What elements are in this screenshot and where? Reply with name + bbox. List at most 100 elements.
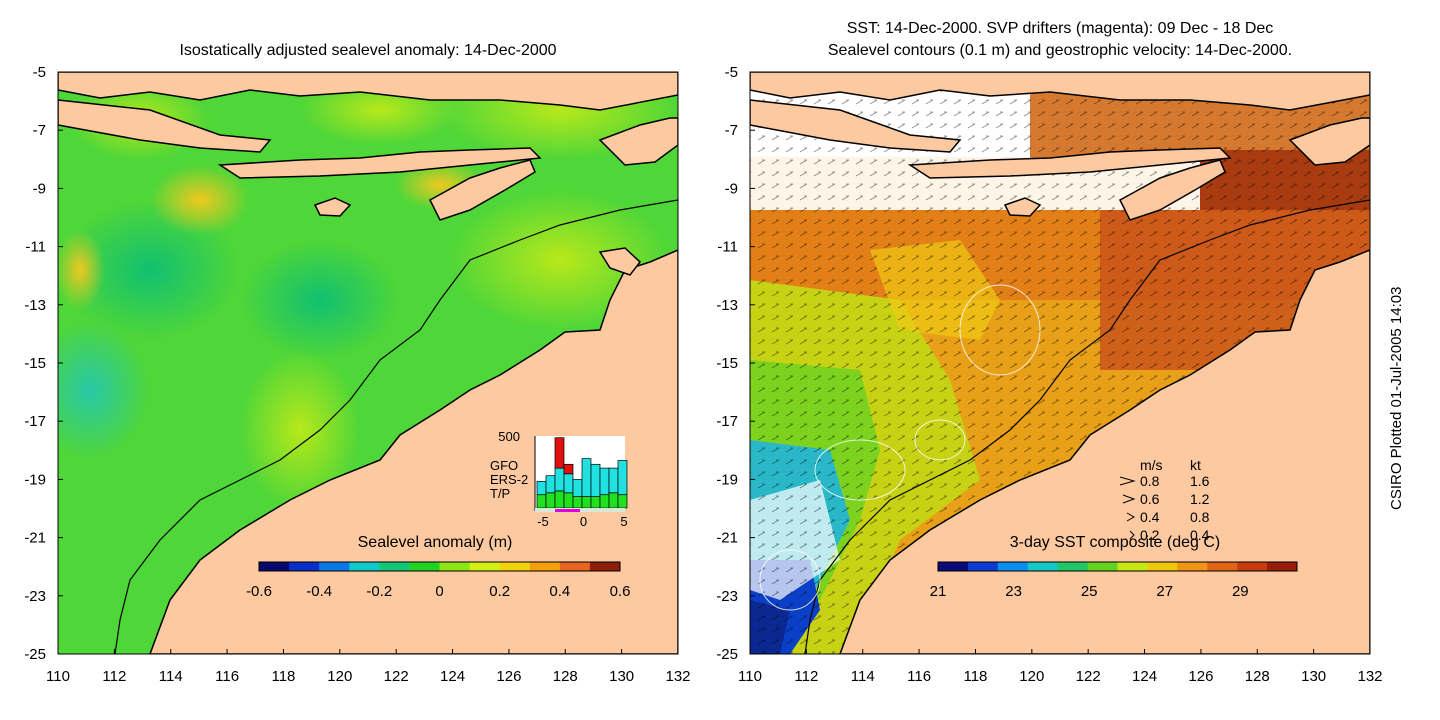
inset-bar-tp	[563, 492, 574, 509]
inset-bar-tp	[554, 490, 565, 509]
colorbar-swatch	[349, 562, 380, 571]
y-tick-label: -5	[33, 64, 46, 81]
inset-x-tick: 0	[580, 514, 587, 529]
right-y-axis: -5 -7 -9 -11 -13 -15 -17 -19 -21 -23 -25	[716, 64, 755, 663]
inset-ymax-label: 500	[498, 429, 520, 444]
y-tick-label: -13	[716, 297, 738, 314]
y-tick-label: -23	[716, 588, 738, 605]
colorbar-tick-label: 25	[1081, 583, 1098, 600]
sealevel-colorbar: Sealevel anomaly (m) -0.6 -0.4 -0.2 0 0.2 0.4…	[246, 534, 630, 600]
speed-legend-arrow	[1129, 530, 1135, 540]
plot-credit: CSIRO Plotted 01-Jul-2005 14:03	[1388, 286, 1405, 510]
left-map-title: Isostatically adjusted sealevel anomaly:…	[179, 42, 557, 59]
y-tick-label: -15	[716, 355, 738, 372]
inset-x-tick: -5	[537, 514, 549, 529]
colorbar-tick-label: -0.6	[246, 583, 272, 600]
inset-bar-ers	[608, 467, 619, 494]
y-tick-label: -13	[24, 297, 46, 314]
inset-bar-tp	[581, 496, 592, 509]
inset-bar-ers	[581, 458, 592, 497]
y-tick-label: -25	[24, 646, 46, 663]
y-tick-label: -9	[33, 180, 46, 197]
y-tick-label: -17	[716, 413, 738, 430]
colorbar-swatch	[499, 562, 531, 571]
colorbar-tick-label: 21	[930, 583, 947, 600]
inset-bar-ers	[563, 473, 574, 494]
colorbar-swatch	[1057, 562, 1089, 571]
inset-bar-ers	[545, 475, 556, 494]
colorbar-swatch	[1237, 562, 1268, 571]
speed-legend-kt-header: kt	[1190, 457, 1201, 473]
colorbar-swatch	[1177, 562, 1208, 571]
sst-colorbar: 3-day SST composite (deg C) 21 23 25 27 29	[930, 534, 1298, 600]
colorbar-swatch	[1087, 562, 1118, 571]
speed-legend-ms: 0.8	[1140, 473, 1160, 489]
colorbar-tick-label: -0.2	[366, 583, 392, 600]
right-x-axis: 110 112 114 116 118 120 122 124 126 128 130 132	[738, 649, 1383, 685]
y-tick-label: -19	[24, 471, 46, 488]
x-tick-label: 124	[440, 668, 465, 685]
sst-colorbar-title: 3-day SST composite (deg C)	[1010, 534, 1220, 551]
colorbar-tick-label: -0.4	[306, 583, 332, 600]
colorbar-swatch	[938, 562, 969, 571]
colorbar-swatch	[409, 562, 440, 571]
speed-legend-ms-header: m/s	[1140, 457, 1163, 473]
inset-legend-entry: T/P	[490, 486, 510, 501]
y-tick-label: -7	[33, 122, 46, 139]
y-tick-label: -25	[716, 646, 738, 663]
colorbar-swatch	[559, 562, 591, 571]
x-tick-label: 112	[102, 668, 126, 685]
colorbar-tick-label: 0.2	[489, 583, 510, 600]
x-tick-label: 110	[46, 668, 70, 685]
colorbar-swatch	[1117, 562, 1148, 571]
inset-bar-tp	[536, 494, 547, 509]
x-tick-label: 132	[665, 668, 690, 685]
speed-legend-kt: 1.2	[1190, 491, 1210, 507]
x-tick-label: 126	[496, 668, 521, 685]
colorbar-tick-label: 0	[435, 583, 443, 600]
y-tick-label: -23	[24, 588, 46, 605]
colorbar-swatch	[1147, 562, 1178, 571]
inset-legend-entry: GFO	[490, 458, 518, 473]
inset-bar-tp	[545, 492, 556, 509]
right-map-title-line2: Sealevel contours (0.1 m) and geostrophi…	[827, 42, 1293, 59]
inset-bar-tp	[590, 496, 601, 509]
x-tick-label: 120	[1019, 668, 1044, 685]
colorbar-swatch	[469, 562, 501, 571]
colorbar-swatch	[967, 562, 999, 571]
x-tick-label: 126	[1188, 668, 1213, 685]
colorbar-tick-label: 0.6	[610, 583, 631, 600]
x-tick-label: 116	[215, 668, 239, 685]
colorbar-swatch	[319, 562, 350, 571]
x-tick-label: 122	[1076, 668, 1101, 685]
y-tick-label: -11	[25, 239, 46, 256]
x-tick-label: 116	[907, 668, 931, 685]
speed-legend-kt: 0.8	[1190, 509, 1210, 525]
inset-x-tick: 5	[620, 514, 627, 529]
speed-legend-ms: 0.2	[1140, 527, 1160, 543]
colorbar-swatch	[259, 562, 290, 571]
speed-legend-arrow	[1126, 512, 1136, 522]
inset-bar-gfo	[563, 463, 574, 475]
inset-bar-tp	[599, 494, 610, 509]
colorbar-swatch	[379, 562, 410, 571]
colorbar-swatch	[439, 562, 471, 571]
inset-bar-ers	[599, 467, 610, 496]
inset-bar-ers	[536, 481, 547, 496]
x-tick-label: 130	[609, 668, 634, 685]
inset-bar-tp	[617, 494, 628, 509]
colorbar-swatch	[997, 562, 1029, 571]
inset-bar-gfo	[554, 437, 565, 469]
y-tick-label: -21	[716, 530, 738, 547]
speed-legend-ms: 0.6	[1140, 491, 1160, 507]
colorbar-tick-label: 23	[1005, 583, 1022, 600]
colorbar-swatch	[1267, 562, 1298, 571]
left-y-axis: -5 -7 -9 -11 -13 -15 -17 -19 -21 -23 -25	[24, 64, 63, 663]
inset-bar-tp	[572, 496, 583, 509]
x-tick-label: 112	[794, 668, 818, 685]
x-tick-label: 130	[1301, 668, 1326, 685]
y-tick-label: -9	[725, 180, 738, 197]
speed-legend: m/s kt 0.8 1.6 0.6 1.2 0.4 0.8 0.2 0.4	[1119, 457, 1210, 543]
